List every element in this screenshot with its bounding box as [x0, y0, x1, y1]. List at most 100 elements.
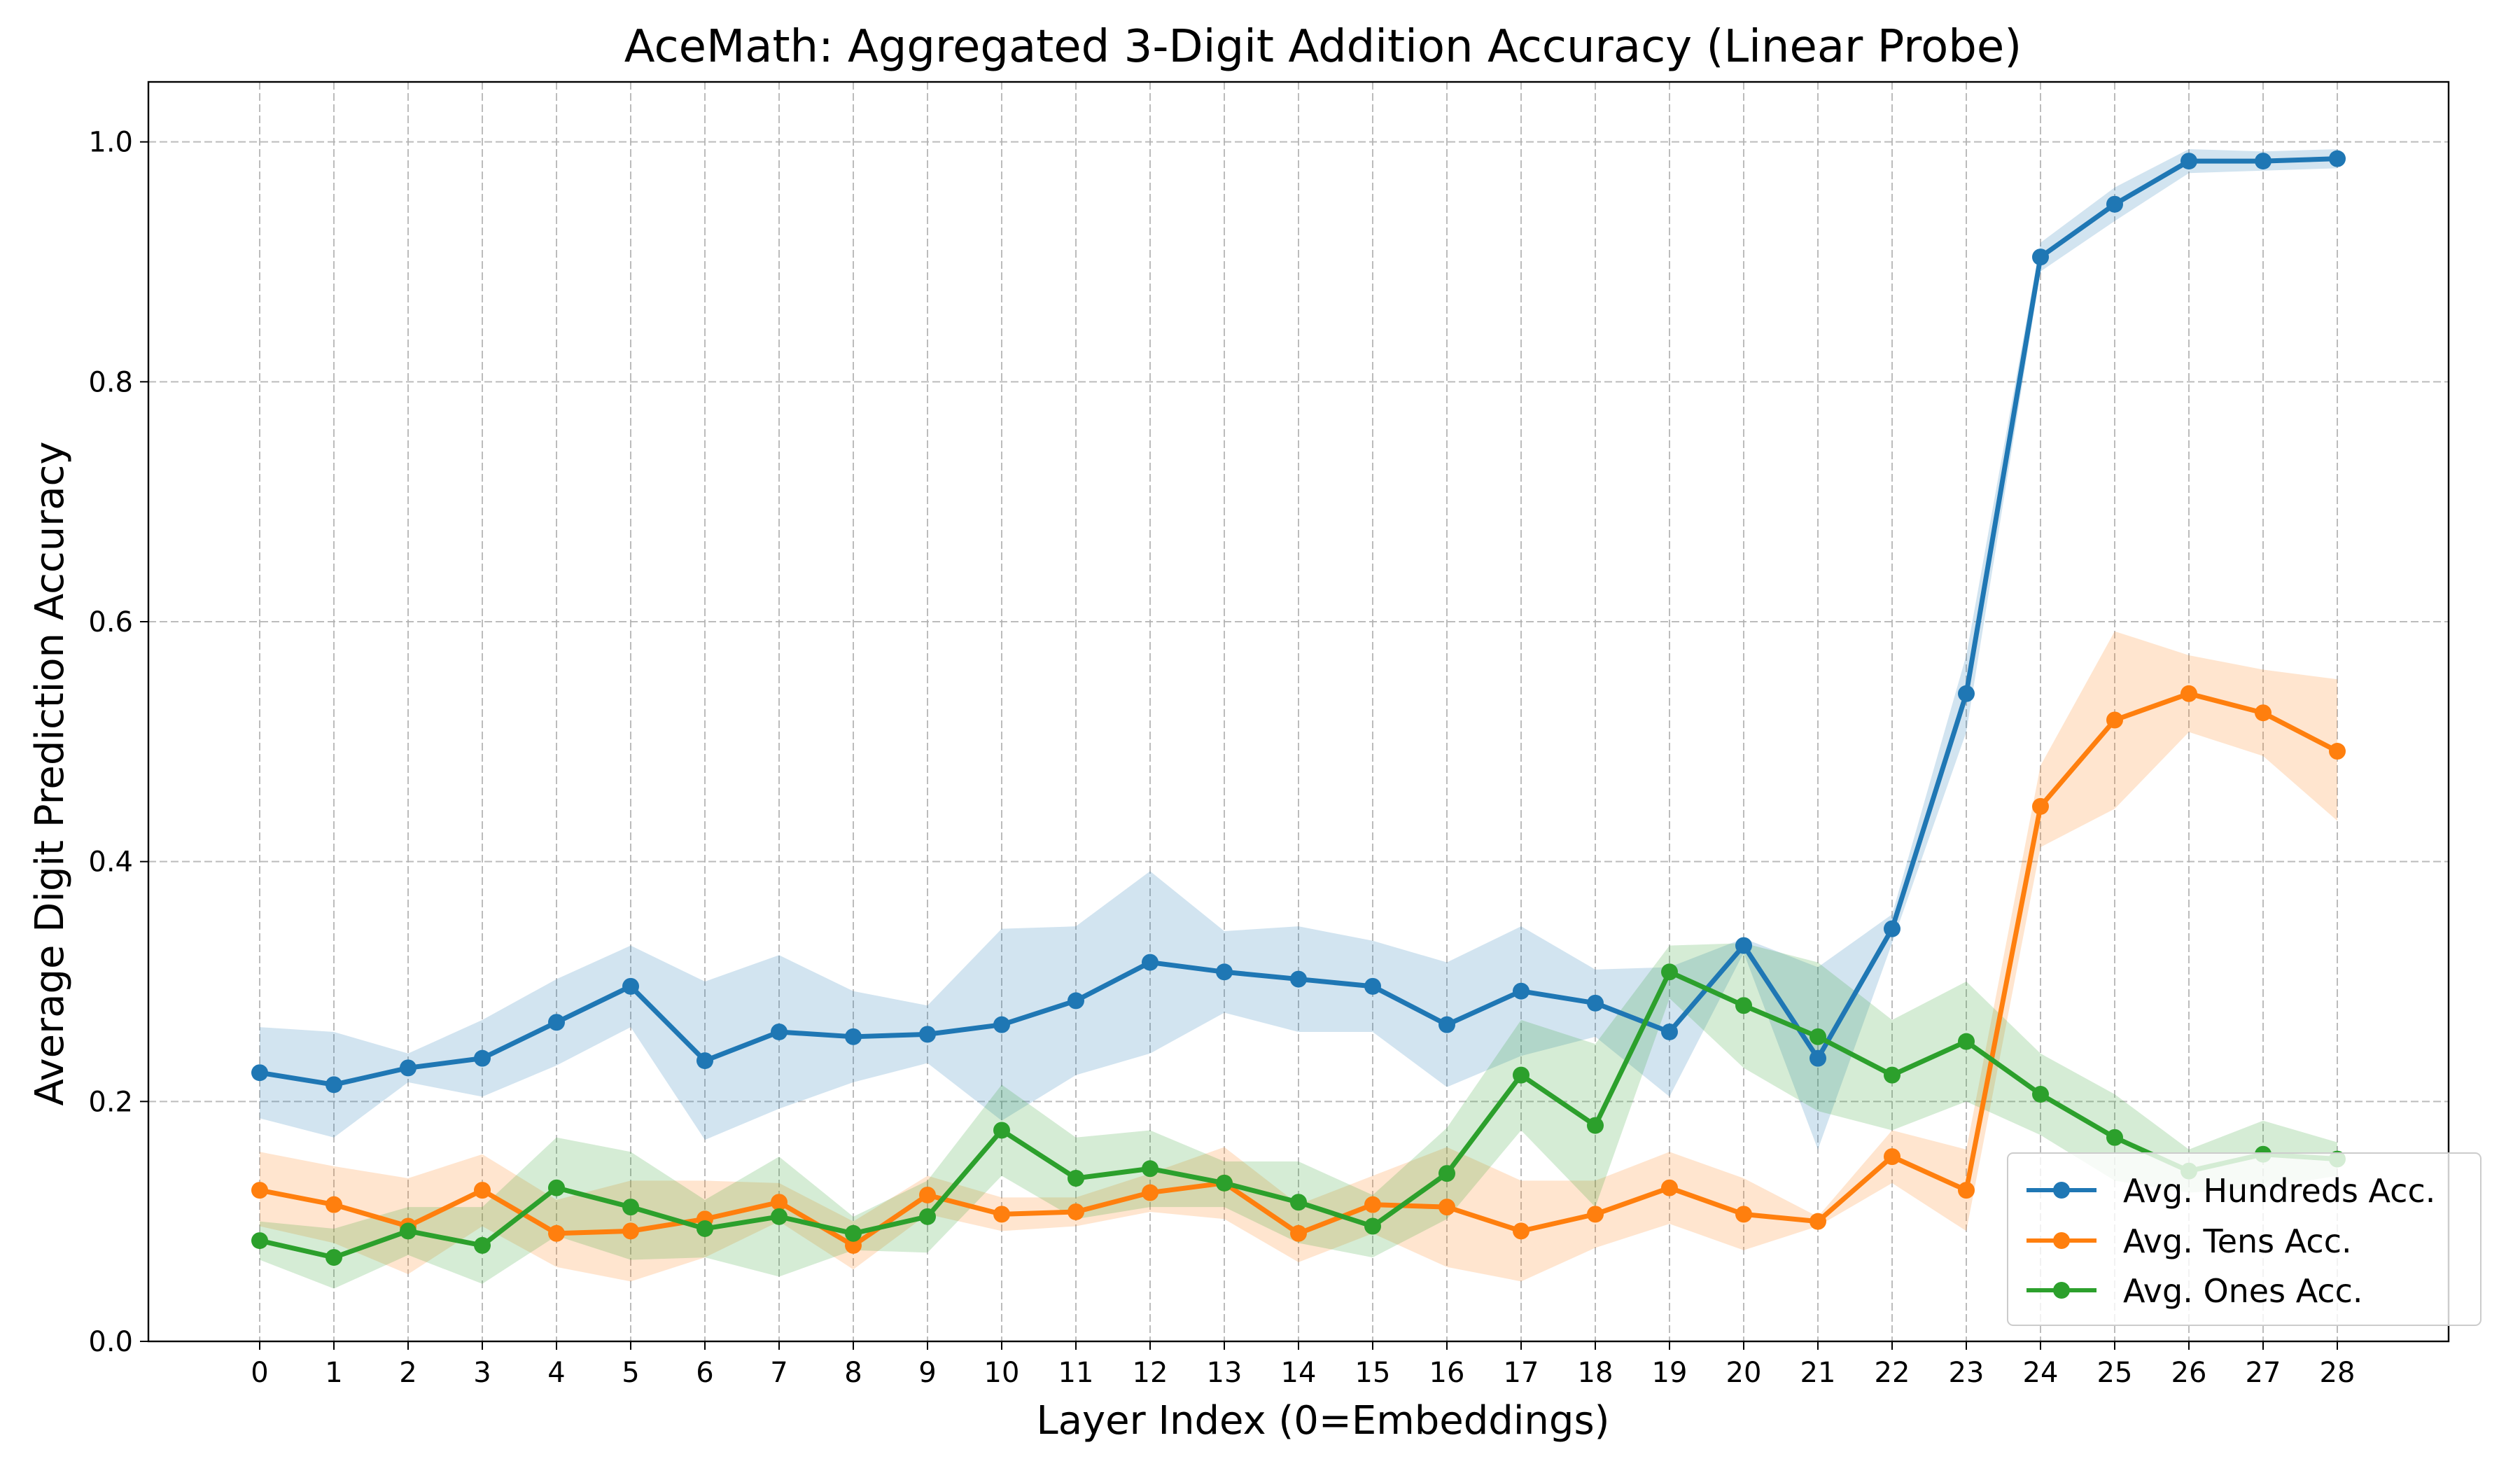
band-tens — [260, 631, 2337, 1282]
point-tens — [771, 1194, 788, 1211]
x-tick-label: 2 — [399, 1357, 416, 1389]
point-hundreds — [251, 1064, 268, 1082]
legend-label-tens: Avg. Tens Acc. — [2123, 1222, 2352, 1260]
point-hundreds — [1438, 1016, 1455, 1033]
x-tick-label: 19 — [1652, 1357, 1688, 1389]
point-hundreds — [2032, 249, 2049, 266]
point-hundreds — [1661, 1023, 1678, 1040]
x-tick-label: 20 — [1726, 1357, 1762, 1389]
point-tens — [1438, 1199, 1455, 1216]
x-tick-label: 11 — [1058, 1357, 1094, 1389]
x-tick-label: 21 — [1800, 1357, 1836, 1389]
x-tick-label: 0 — [251, 1357, 268, 1389]
point-tens — [919, 1186, 936, 1203]
point-tens — [2106, 711, 2123, 729]
point-ones — [919, 1208, 936, 1225]
x-tick-label: 8 — [844, 1357, 862, 1389]
point-tens — [1290, 1224, 1307, 1242]
point-ones — [1290, 1194, 1307, 1211]
point-hundreds — [2255, 153, 2272, 170]
point-hundreds — [919, 1026, 936, 1043]
point-ones — [1068, 1169, 1084, 1187]
y-tick-label: 1.0 — [88, 127, 133, 159]
point-tens — [1884, 1148, 1900, 1166]
point-ones — [1587, 1117, 1604, 1134]
point-ones — [1142, 1160, 1158, 1178]
point-hundreds — [548, 1014, 565, 1031]
x-tick-label: 28 — [2320, 1357, 2356, 1389]
point-ones — [1884, 1066, 1900, 1084]
point-tens — [1809, 1213, 1826, 1230]
point-hundreds — [622, 977, 639, 995]
x-tick-label: 10 — [984, 1357, 1020, 1389]
point-hundreds — [1364, 977, 1381, 995]
point-tens — [845, 1236, 862, 1254]
x-tick-label: 18 — [1578, 1357, 1614, 1389]
point-ones — [1216, 1174, 1233, 1192]
point-hundreds — [696, 1052, 713, 1070]
band-hundreds — [260, 148, 2337, 1150]
x-tick-label: 27 — [2246, 1357, 2281, 1389]
point-hundreds — [474, 1049, 491, 1067]
x-tick-label: 22 — [1875, 1357, 1910, 1389]
point-ones — [2106, 1129, 2123, 1146]
x-tick-label: 13 — [1207, 1357, 1242, 1389]
point-tens — [2329, 743, 2346, 760]
y-tick-label: 0.6 — [88, 606, 133, 638]
point-hundreds — [2329, 150, 2346, 167]
point-hundreds — [993, 1016, 1010, 1033]
point-ones — [2032, 1086, 2049, 1103]
point-hundreds — [1290, 970, 1307, 988]
point-ones — [400, 1222, 416, 1240]
x-tick-label: 25 — [2097, 1357, 2133, 1389]
point-tens — [1364, 1196, 1381, 1213]
x-tick-label: 24 — [2023, 1357, 2059, 1389]
point-ones — [1809, 1028, 1826, 1045]
legend-item-ones: Avg. Ones Acc. — [2026, 1272, 2363, 1310]
point-ones — [474, 1236, 491, 1254]
point-ones — [548, 1179, 565, 1196]
point-tens — [2255, 704, 2272, 722]
point-ones — [845, 1224, 862, 1242]
x-tick-label: 9 — [918, 1357, 936, 1389]
x-tick-label: 6 — [696, 1357, 713, 1389]
x-axis-ticks: 0 1 2 3 4 5 6 7 8 9 10 11 12 13 14 15 16 17 18 19 20 21 22 23 24… — [251, 1341, 2355, 1389]
y-axis-ticks: 0.0 0.2 0.4 0.6 0.8 1.0 — [88, 127, 148, 1358]
y-tick-label: 0.8 — [88, 366, 133, 398]
x-tick-label: 17 — [1504, 1357, 1539, 1389]
point-tens — [548, 1224, 565, 1242]
point-hundreds — [771, 1023, 788, 1040]
point-hundreds — [1735, 937, 1752, 954]
legend-marker-ones — [2053, 1282, 2070, 1299]
legend: Avg. Hundreds Acc. Avg. Tens Acc. Avg. O… — [2007, 1152, 2482, 1326]
series-markers — [251, 150, 2346, 1266]
point-tens — [1587, 1206, 1604, 1223]
legend-item-hundreds: Avg. Hundreds Acc. — [2026, 1172, 2435, 1210]
x-tick-label: 4 — [547, 1357, 565, 1389]
point-ones — [1513, 1066, 1530, 1084]
y-tick-label: 0.0 — [88, 1326, 133, 1358]
x-tick-label: 7 — [770, 1357, 788, 1389]
point-tens — [1513, 1222, 1530, 1240]
point-tens — [326, 1196, 342, 1213]
point-tens — [1661, 1179, 1678, 1196]
point-hundreds — [1958, 685, 1975, 702]
x-tick-label: 15 — [1355, 1357, 1391, 1389]
point-hundreds — [1068, 992, 1084, 1010]
point-ones — [696, 1220, 713, 1237]
point-tens — [2032, 797, 2049, 815]
x-tick-label: 16 — [1429, 1357, 1465, 1389]
legend-marker-hundreds — [2053, 1182, 2070, 1199]
point-tens — [1958, 1182, 1975, 1199]
legend-marker-tens — [2053, 1232, 2070, 1249]
y-tick-label: 0.2 — [88, 1086, 133, 1118]
point-hundreds — [2106, 195, 2123, 213]
point-ones — [1438, 1165, 1455, 1182]
point-ones — [1661, 963, 1678, 981]
legend-label-ones: Avg. Ones Acc. — [2123, 1272, 2363, 1310]
point-hundreds — [1142, 954, 1158, 971]
point-hundreds — [1884, 920, 1900, 937]
point-hundreds — [2180, 153, 2197, 170]
x-tick-label: 14 — [1281, 1357, 1317, 1389]
